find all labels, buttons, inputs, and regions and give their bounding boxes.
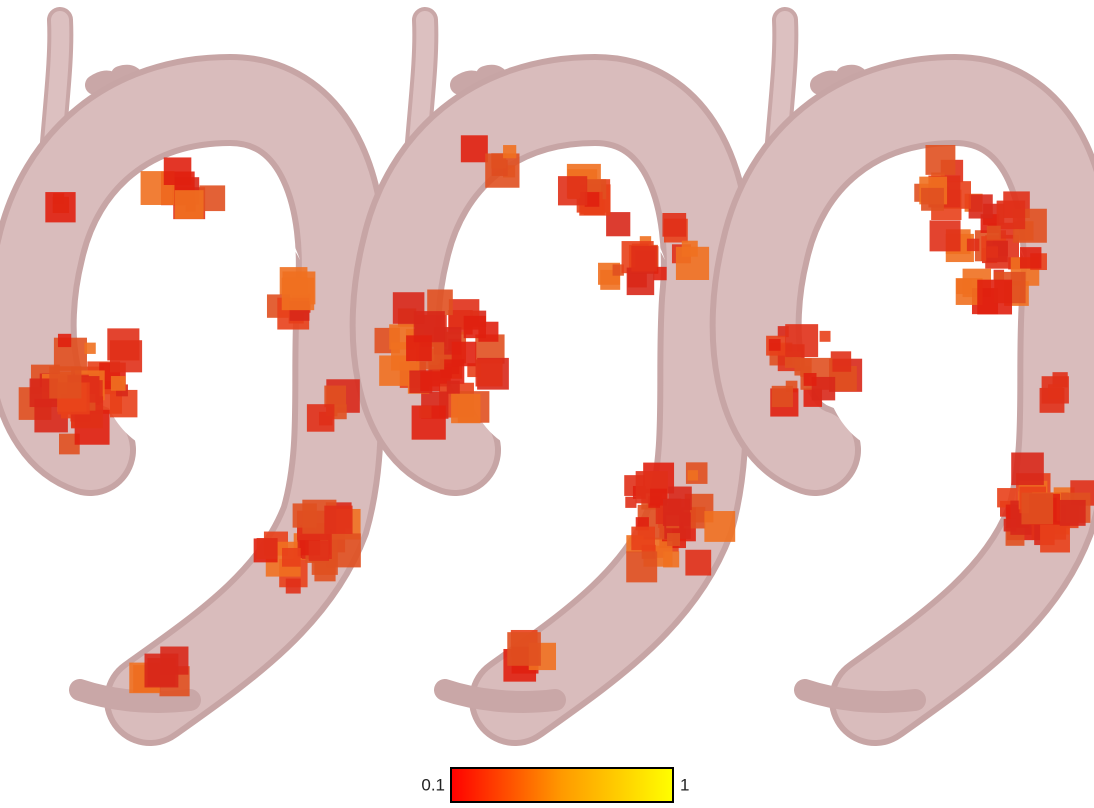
heat-patch bbox=[164, 157, 192, 185]
heat-patch bbox=[667, 533, 680, 546]
heat-patch bbox=[49, 366, 81, 398]
heat-patch bbox=[58, 334, 71, 347]
heat-patch bbox=[406, 335, 432, 361]
heat-patch bbox=[307, 404, 335, 432]
heat-patch bbox=[485, 153, 519, 187]
heat-patch bbox=[286, 579, 301, 594]
heat-patch bbox=[451, 394, 480, 423]
heat-patch bbox=[1011, 452, 1044, 485]
colorbar bbox=[451, 768, 673, 802]
heat-patch bbox=[969, 194, 993, 218]
heat-patch bbox=[145, 654, 179, 688]
heat-patch bbox=[84, 343, 95, 354]
heat-patch bbox=[997, 201, 1026, 230]
heat-patch bbox=[175, 190, 204, 219]
heat-patch bbox=[1042, 376, 1069, 403]
heat-patch bbox=[420, 371, 440, 391]
heat-patch bbox=[452, 342, 477, 367]
heat-patch bbox=[558, 176, 587, 205]
heat-patch bbox=[293, 503, 317, 527]
heat-patch bbox=[282, 278, 314, 310]
heat-patch bbox=[257, 538, 278, 559]
heat-patch bbox=[419, 406, 432, 419]
figure: 0.1 1 bbox=[0, 0, 1094, 808]
heat-patch bbox=[930, 220, 961, 251]
heat-patch bbox=[785, 324, 818, 357]
heat-patch bbox=[324, 386, 346, 408]
heat-patch bbox=[921, 188, 944, 211]
heat-patch bbox=[282, 548, 301, 567]
heat-patch bbox=[662, 213, 686, 237]
colorbar-max-label: 1 bbox=[680, 775, 689, 794]
heat-patch bbox=[324, 506, 352, 534]
heat-patch bbox=[1020, 247, 1041, 268]
heat-patch bbox=[704, 511, 735, 542]
heat-patch bbox=[769, 339, 781, 351]
heat-patch bbox=[327, 533, 361, 567]
heat-patch bbox=[804, 373, 817, 386]
heat-patch bbox=[772, 386, 793, 407]
heat-patch bbox=[503, 145, 516, 158]
heat-patch bbox=[476, 359, 503, 386]
heat-patch bbox=[685, 550, 711, 576]
heat-patch bbox=[461, 135, 488, 162]
heat-patch bbox=[631, 246, 657, 272]
heat-patch bbox=[688, 470, 698, 480]
heat-patch bbox=[626, 551, 657, 582]
heat-patch bbox=[1040, 523, 1070, 553]
heat-patch bbox=[309, 541, 329, 561]
heat-patch bbox=[987, 246, 998, 257]
heat-patch bbox=[1021, 493, 1053, 525]
heat-patch bbox=[111, 376, 126, 391]
colorbar-min-label: 0.1 bbox=[421, 775, 445, 794]
heat-patch bbox=[393, 292, 425, 324]
heat-patch bbox=[45, 192, 75, 222]
heat-patch bbox=[977, 280, 1012, 315]
heat-patch bbox=[831, 351, 851, 371]
heat-patch bbox=[925, 145, 955, 175]
heat-patch bbox=[464, 316, 486, 338]
heat-patch bbox=[967, 239, 979, 251]
heat-patch bbox=[676, 247, 709, 280]
heat-patch bbox=[820, 331, 831, 342]
heat-patch bbox=[663, 499, 690, 526]
aorta-panels bbox=[31, 20, 1067, 702]
heat-patch bbox=[107, 328, 139, 360]
heat-patch bbox=[987, 226, 1001, 240]
heat-patch bbox=[1060, 500, 1086, 526]
heat-patch bbox=[1004, 519, 1017, 532]
heat-patch bbox=[507, 632, 541, 666]
heat-patch bbox=[631, 527, 655, 551]
heat-patch bbox=[663, 551, 679, 567]
heat-patch bbox=[627, 268, 655, 296]
heat-patch bbox=[447, 381, 460, 394]
heat-patch bbox=[606, 212, 630, 236]
